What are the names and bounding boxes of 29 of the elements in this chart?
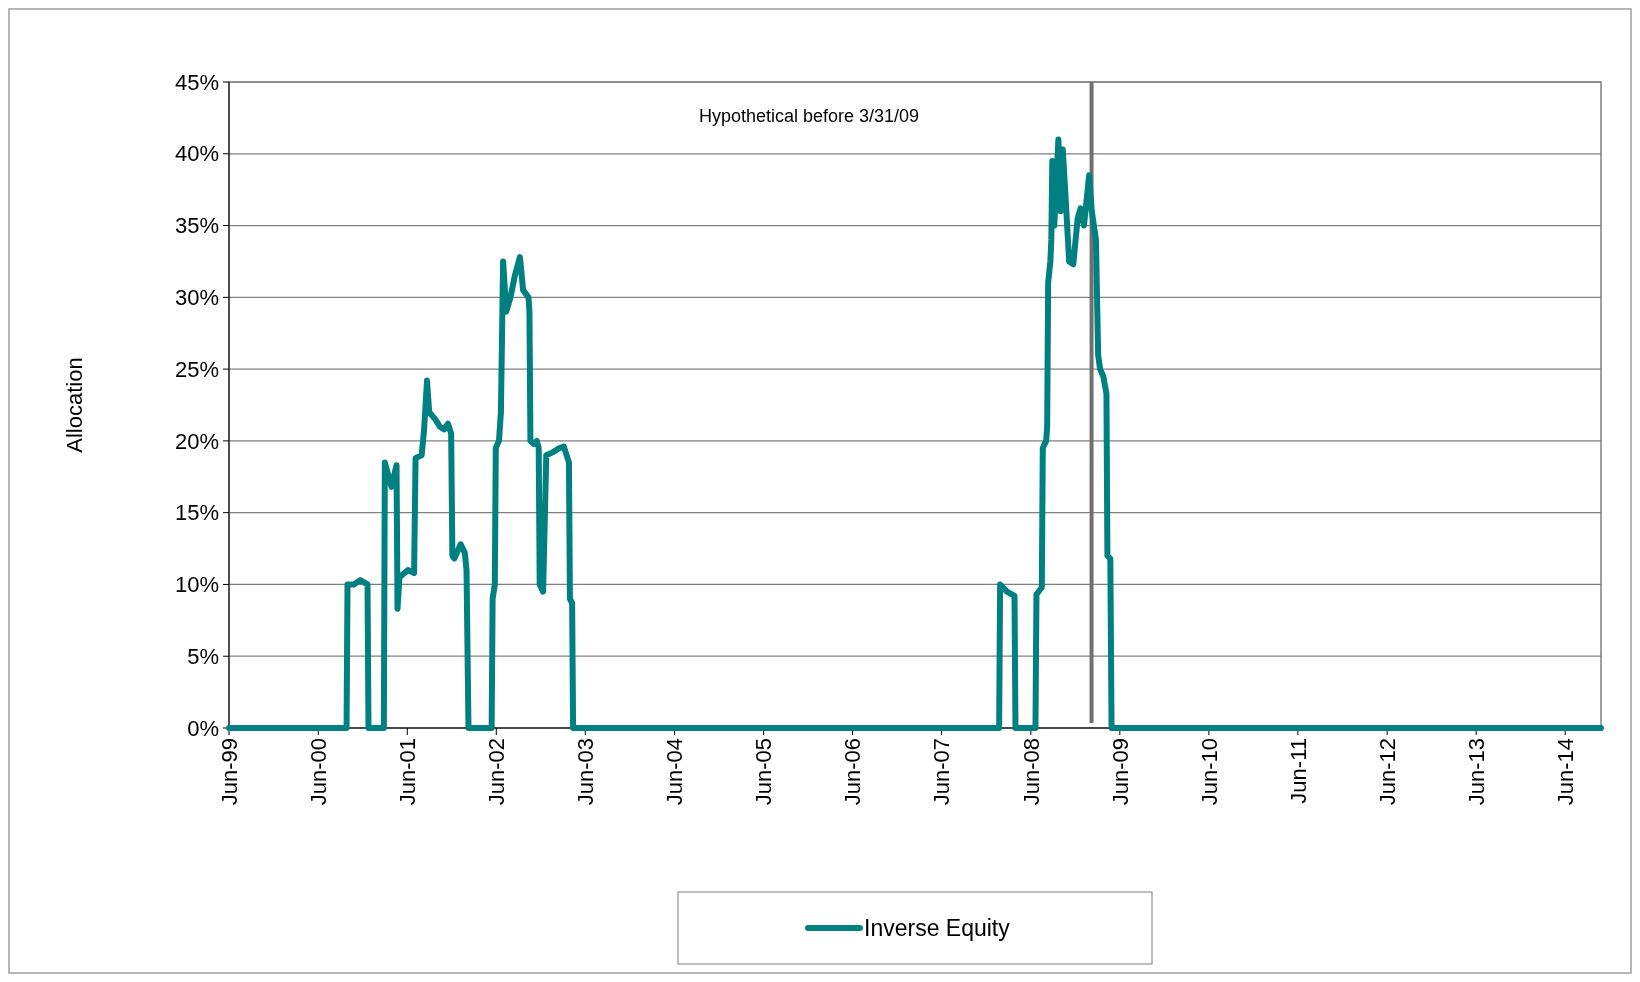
y-tick-label: 10% — [174, 572, 219, 598]
y-tick-label: 45% — [174, 69, 219, 95]
x-tick-label: Jun-00 — [305, 738, 331, 806]
y-tick-label: 30% — [174, 285, 219, 311]
y-tick-label: 5% — [187, 643, 219, 669]
x-tick-label: Jun-02 — [483, 738, 509, 806]
x-tick-label: Jun-11 — [1285, 738, 1311, 804]
x-tick-label: Jun-99 — [216, 738, 242, 806]
y-tick-label: 25% — [174, 356, 219, 382]
y-axis-title: Allocation — [62, 357, 87, 453]
y-tick-label: 20% — [174, 428, 219, 454]
x-tick-label: Jun-07 — [929, 738, 955, 806]
x-tick-label: Jun-04 — [662, 738, 688, 806]
y-tick-label: 0% — [187, 715, 219, 741]
legend-label: Inverse Equity — [864, 915, 1011, 942]
x-tick-label: Jun-08 — [1018, 738, 1044, 806]
y-tick-label: 35% — [174, 213, 219, 239]
y-tick-label: 15% — [174, 500, 219, 526]
x-tick-label: Jun-03 — [572, 738, 598, 806]
x-tick-label: Jun-09 — [1107, 738, 1133, 806]
annotation: Hypothetical before 3/31/09 — [698, 106, 920, 126]
x-tick-label: Jun-06 — [840, 738, 866, 806]
x-tick-label: Jun-01 — [394, 738, 420, 806]
x-tick-label: Jun-05 — [751, 738, 777, 806]
x-tick-label: Jun-12 — [1374, 738, 1400, 806]
x-tick-label: Jun-14 — [1552, 738, 1578, 806]
x-tick-label: Jun-13 — [1463, 738, 1489, 806]
y-tick-label: 40% — [174, 141, 219, 167]
x-tick-label: Jun-10 — [1196, 738, 1222, 806]
